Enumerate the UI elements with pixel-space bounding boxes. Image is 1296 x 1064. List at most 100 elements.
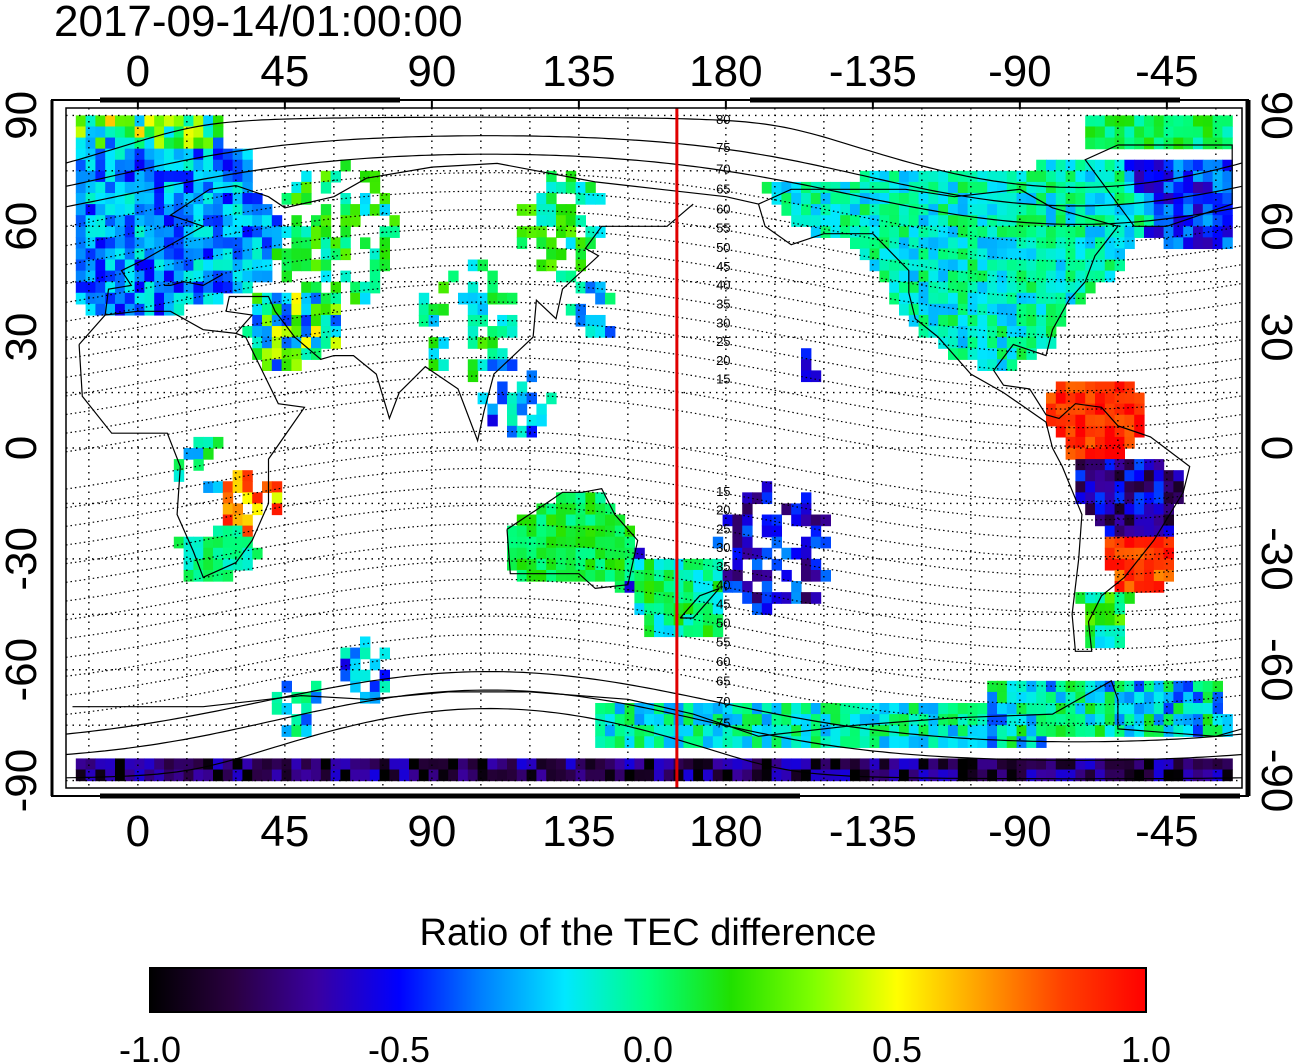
tec-cell (820, 204, 831, 216)
tec-cell (1163, 159, 1174, 172)
tec-cell (889, 226, 900, 238)
tec-cell (1016, 769, 1027, 782)
tec-cell (997, 348, 1008, 360)
tec-cell (673, 581, 684, 593)
tec-cell (301, 769, 312, 782)
tec-cell (938, 181, 949, 194)
tec-cell (663, 725, 675, 737)
tec-cell (908, 292, 920, 305)
tec-cell (948, 769, 959, 782)
tec-cell (1055, 281, 1067, 294)
tec-cell (663, 736, 675, 748)
tec-cell (134, 270, 145, 283)
tec-cell (291, 337, 302, 349)
tec-cell (95, 303, 106, 316)
tec-cell (683, 714, 694, 726)
tec-cell (546, 248, 557, 261)
tec-cell (1036, 703, 1047, 715)
tec-cell (712, 558, 724, 571)
tec-cell (1193, 725, 1204, 737)
tec-cell (1016, 337, 1027, 349)
tec-cell (232, 193, 243, 205)
tec-cell (663, 569, 675, 582)
tec-cell (879, 193, 890, 205)
tec-cell (1095, 769, 1106, 782)
tec-cell (183, 204, 194, 216)
tec-cell (1075, 425, 1086, 438)
tec-cell (840, 714, 851, 726)
tec-cell (516, 569, 528, 582)
tec-cell (1085, 226, 1096, 238)
tec-cell (1114, 503, 1125, 516)
tec-cell (546, 204, 557, 216)
tec-cell (320, 303, 332, 316)
tec-cell (663, 714, 675, 726)
tec-cell (967, 170, 978, 183)
tec-cell (164, 204, 175, 216)
tec-cell (654, 614, 665, 626)
tec-cell (487, 326, 498, 338)
tec-cell (1016, 181, 1027, 194)
tec-cell (565, 181, 577, 194)
tec-cell (997, 714, 1008, 726)
tec-cell (1202, 680, 1214, 693)
tec-cell (360, 647, 371, 660)
tec-cell (977, 348, 988, 360)
tec-cell (242, 181, 253, 194)
tec-cell (1016, 303, 1027, 316)
tec-cell (703, 758, 714, 771)
tec-cell (1026, 248, 1037, 261)
tec-cell (997, 248, 1008, 261)
tec-cell (1114, 425, 1125, 438)
tec-cell (1095, 237, 1106, 250)
tec-cell (957, 259, 969, 272)
tec-cell (918, 259, 929, 272)
tec-cell (271, 481, 283, 493)
tec-cell (693, 558, 704, 571)
bottom-lon-tick-label: 45 (260, 807, 309, 856)
tec-cell (546, 547, 557, 560)
tec-cell (810, 725, 822, 737)
tec-cell (1085, 714, 1096, 726)
tec-cell (957, 237, 969, 250)
tec-cell (360, 669, 371, 682)
tec-cell (1095, 259, 1106, 272)
tec-cell (95, 148, 106, 161)
tec-cell (1026, 170, 1037, 183)
tec-cell (203, 115, 214, 128)
bottom-lon-tick-label: -90 (988, 807, 1052, 856)
tec-cell (164, 270, 175, 283)
tec-cell (75, 148, 87, 161)
tec-cell (575, 558, 586, 571)
bottom-lon-tick-label: 180 (689, 807, 762, 856)
tec-cell (556, 492, 567, 505)
tec-cell (438, 758, 449, 771)
tec-cell (575, 259, 586, 272)
tec-cell (810, 592, 822, 604)
tec-cell (1114, 248, 1125, 261)
tec-cell (820, 536, 831, 549)
tec-cell (134, 281, 145, 294)
tec-cell (1222, 226, 1233, 238)
tec-cell (115, 303, 126, 316)
tec-cell (213, 536, 224, 549)
tec-cell (105, 126, 116, 139)
tec-cell (281, 725, 292, 737)
tec-cell (634, 736, 645, 748)
tec-cell (516, 547, 528, 560)
tec-cell (1026, 691, 1037, 704)
tec-cell (232, 281, 243, 294)
tec-cell (193, 181, 204, 194)
tec-cell (1144, 470, 1155, 482)
tec-cell (1085, 381, 1096, 394)
tec-cell (242, 481, 253, 493)
tec-cell (752, 714, 763, 726)
tec-cell (144, 193, 155, 205)
maglat-contour (66, 153, 1242, 225)
tec-cell (252, 292, 263, 305)
maglat-contour (66, 541, 1242, 614)
tec-cell (1104, 769, 1116, 782)
tec-cell (193, 459, 204, 471)
tec-cell (1173, 470, 1184, 482)
tec-cell (830, 703, 841, 715)
